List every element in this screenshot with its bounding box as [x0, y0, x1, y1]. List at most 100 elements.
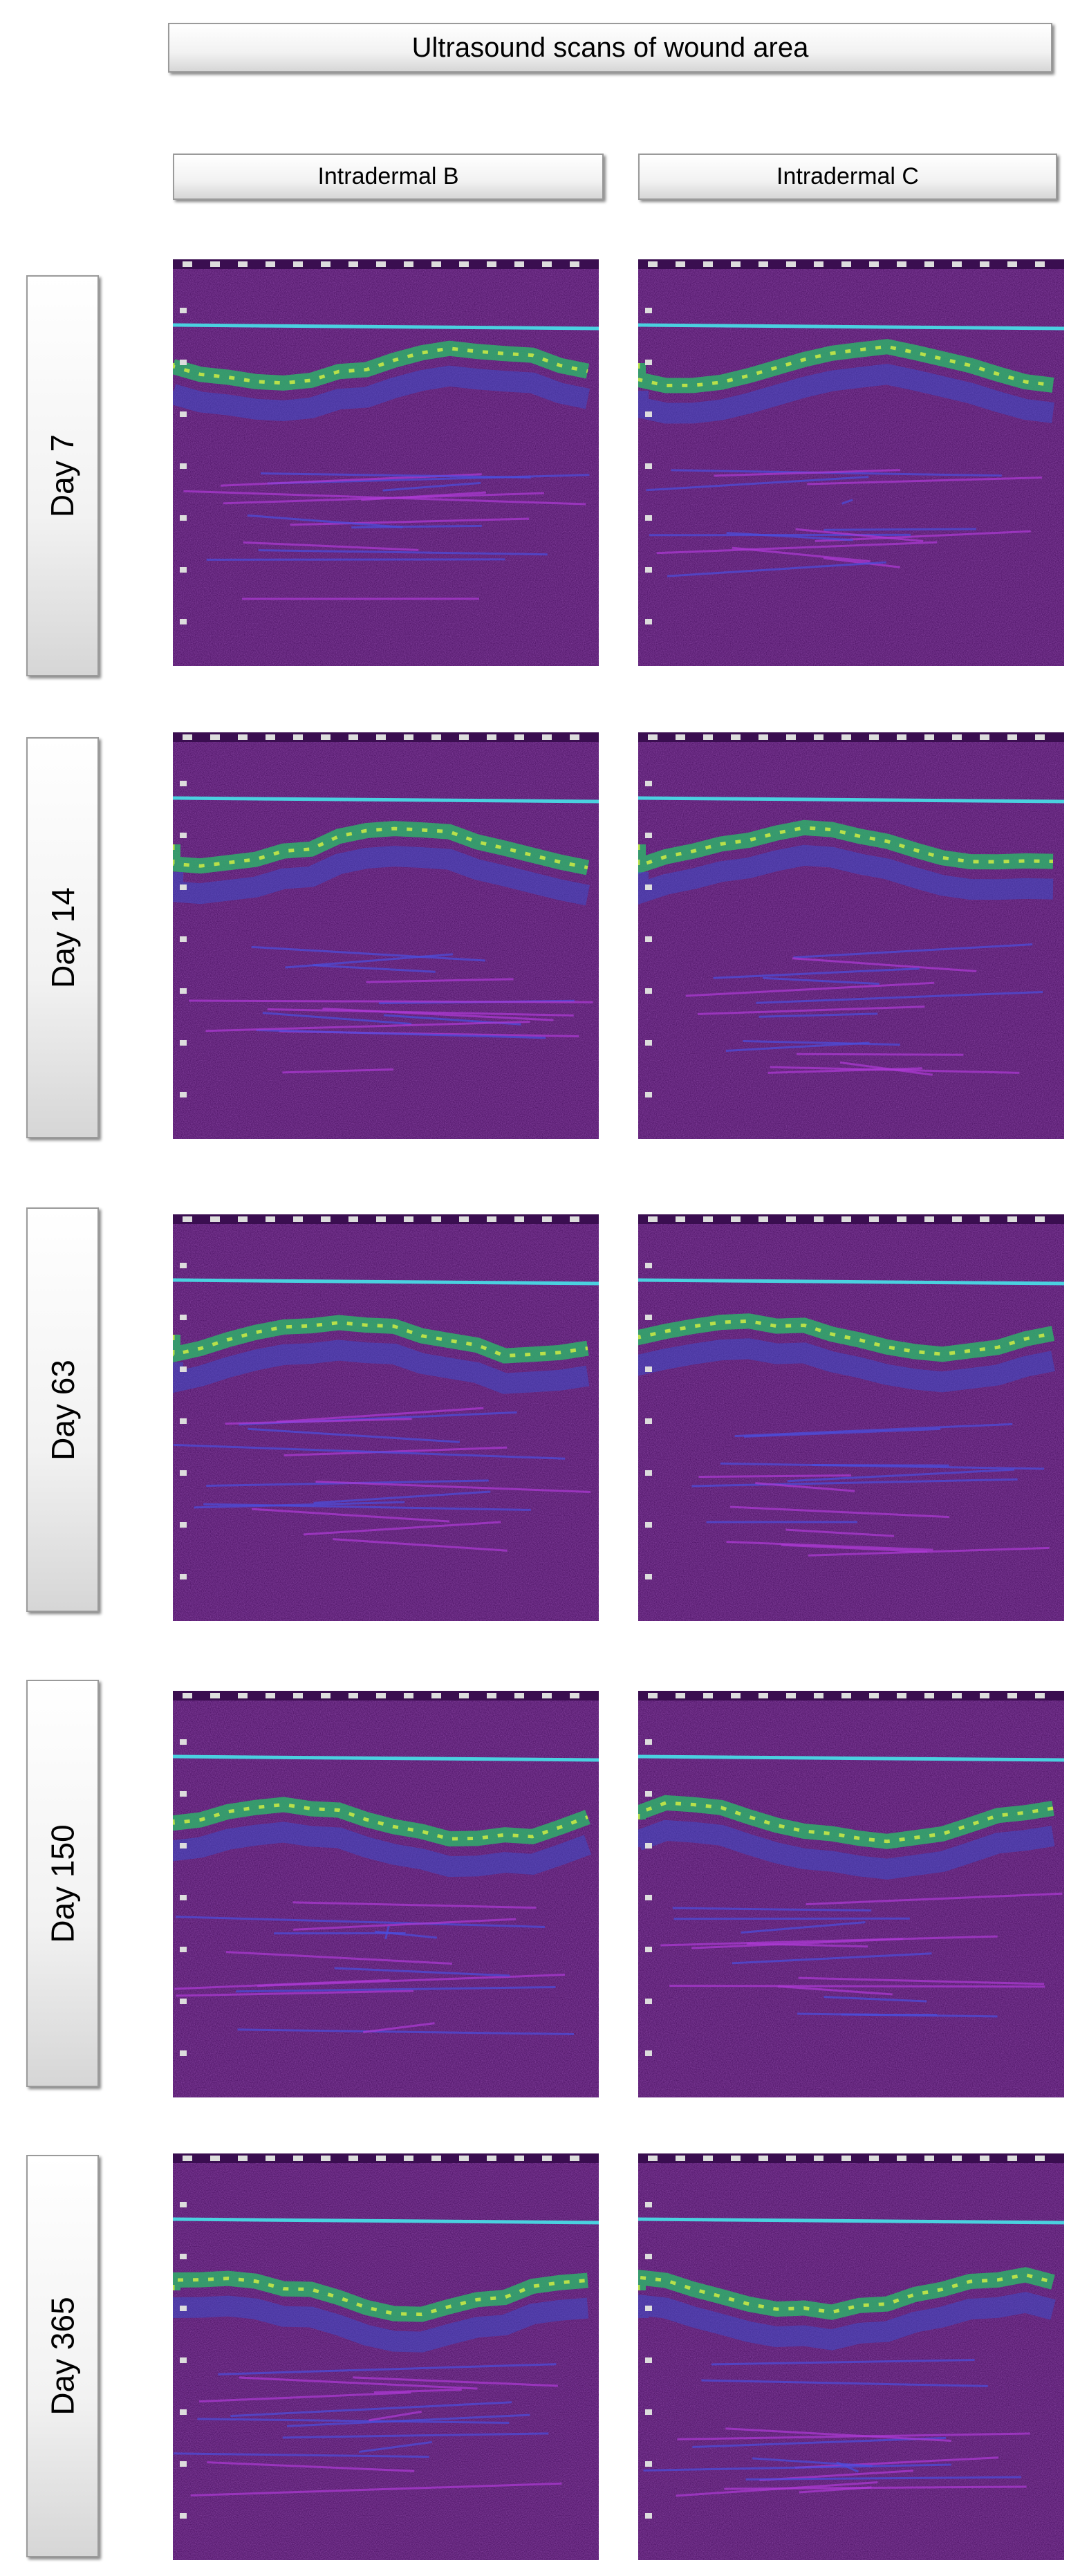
deep-band: [638, 1819, 1055, 1880]
tissue-fiber: [175, 1916, 545, 1928]
scan-tick: [980, 1693, 989, 1698]
tissue-fiber: [841, 499, 853, 505]
tissue-fiber: [237, 2028, 574, 2035]
scan-tick: [238, 734, 248, 740]
scan-tick: [348, 734, 358, 740]
tissue-fiber: [353, 2376, 559, 2387]
tissue-fiber: [726, 532, 853, 541]
tissue-fiber: [796, 1053, 964, 1056]
scan-tick: [814, 2156, 823, 2161]
scan-tick: [404, 2156, 413, 2161]
row-header: Day 150: [26, 1680, 99, 2087]
scan-tick: [897, 261, 906, 267]
scan-tick: [1035, 2156, 1045, 2161]
tissue-fiber: [743, 1427, 941, 1438]
scan-tick: [758, 2156, 768, 2161]
depth-tick: [180, 2306, 187, 2311]
depth-tick: [645, 411, 652, 417]
scan-tick: [924, 2156, 934, 2161]
tissue-fiber: [218, 2363, 557, 2375]
depth-tick: [645, 1574, 652, 1579]
scan-tick: [459, 261, 469, 267]
ultrasound-scan: [638, 1214, 1064, 1621]
skin-surface: [173, 1278, 599, 1286]
scan-tick: [676, 1693, 685, 1698]
scan-tick: [514, 2156, 524, 2161]
depth-tick: [645, 567, 652, 573]
scan-tick: [459, 1693, 469, 1698]
scan-tick: [210, 2156, 220, 2161]
tissue-fiber: [351, 524, 482, 529]
scan-tick: [376, 734, 386, 740]
scan-tick: [1035, 734, 1045, 740]
tissue-fiber: [806, 1892, 1063, 1906]
scan-tick: [841, 1693, 851, 1698]
tissue-fiber: [777, 1985, 893, 1996]
scan-tick: [210, 734, 220, 740]
depth-tick: [180, 2202, 187, 2207]
tissue-fiber: [173, 1443, 566, 1460]
depth-tick: [180, 1574, 187, 1579]
scan-tick: [431, 1216, 441, 1222]
tissue-fiber: [755, 1482, 855, 1492]
tissue-fiber: [207, 2461, 415, 2472]
skin-surface: [173, 1754, 599, 1762]
depth-tick: [180, 2409, 187, 2415]
scan-tick: [980, 734, 989, 740]
scan-tick: [731, 734, 741, 740]
tissue-fiber: [203, 1503, 531, 1511]
deep-band: [173, 1822, 592, 1878]
scan-tick: [703, 261, 713, 267]
skin-surface: [638, 323, 1064, 331]
tissue-fiber: [223, 492, 544, 505]
deep-band: [173, 1340, 590, 1394]
tissue-fiber: [262, 1012, 412, 1026]
depth-tick: [645, 1418, 652, 1424]
depth-tick: [645, 1092, 652, 1097]
depth-tick: [180, 1522, 187, 1528]
tissue-fiber: [758, 1012, 878, 1018]
skin-surface: [173, 2217, 599, 2225]
depth-tick: [180, 2050, 187, 2056]
scan-tick: [648, 1216, 658, 1222]
tissue-fiber: [194, 1501, 405, 1509]
scan-tick: [814, 261, 823, 267]
tissue-fiber: [799, 2486, 872, 2494]
scan-tick: [514, 261, 524, 267]
tissue-fiber: [373, 2389, 462, 2393]
scan-tick: [897, 734, 906, 740]
depth-tick: [180, 1999, 187, 2004]
tissue-fiber: [743, 1039, 900, 1046]
scan-tick: [459, 1216, 469, 1222]
scan-tick: [431, 734, 441, 740]
scan-tick: [321, 734, 331, 740]
scan-tick: [293, 1693, 303, 1698]
depth-tick: [645, 1470, 652, 1476]
ultrasound-scan: [173, 2153, 599, 2560]
scan-tick: [376, 1216, 386, 1222]
depth-tick: [645, 2050, 652, 2056]
row-header: Day 7: [26, 275, 99, 676]
scan-tick: [238, 1216, 248, 1222]
ultrasound-scan: [173, 732, 599, 1139]
scan-tick: [459, 2156, 469, 2161]
scan-tick: [183, 1216, 192, 1222]
scan-tick: [570, 1216, 579, 1222]
row-label: Day 150: [44, 1824, 81, 1943]
depth-tick: [645, 308, 652, 313]
scan-tick: [841, 1216, 851, 1222]
scan-tick: [570, 1693, 579, 1698]
scan-tick: [786, 1693, 796, 1698]
scan-tick: [648, 261, 658, 267]
depth-tick: [180, 833, 187, 838]
depth-tick: [645, 1947, 652, 1952]
scan-tick: [266, 261, 275, 267]
depth-tick: [645, 2254, 652, 2259]
tissue-fiber: [720, 1462, 1045, 1470]
row-label: Day 63: [44, 1359, 81, 1461]
depth-tick: [180, 1092, 187, 1097]
tissue-fiber: [334, 1967, 510, 1977]
scan-tick: [459, 734, 469, 740]
scan-tick: [786, 2156, 796, 2161]
depth-tick: [180, 1843, 187, 1848]
